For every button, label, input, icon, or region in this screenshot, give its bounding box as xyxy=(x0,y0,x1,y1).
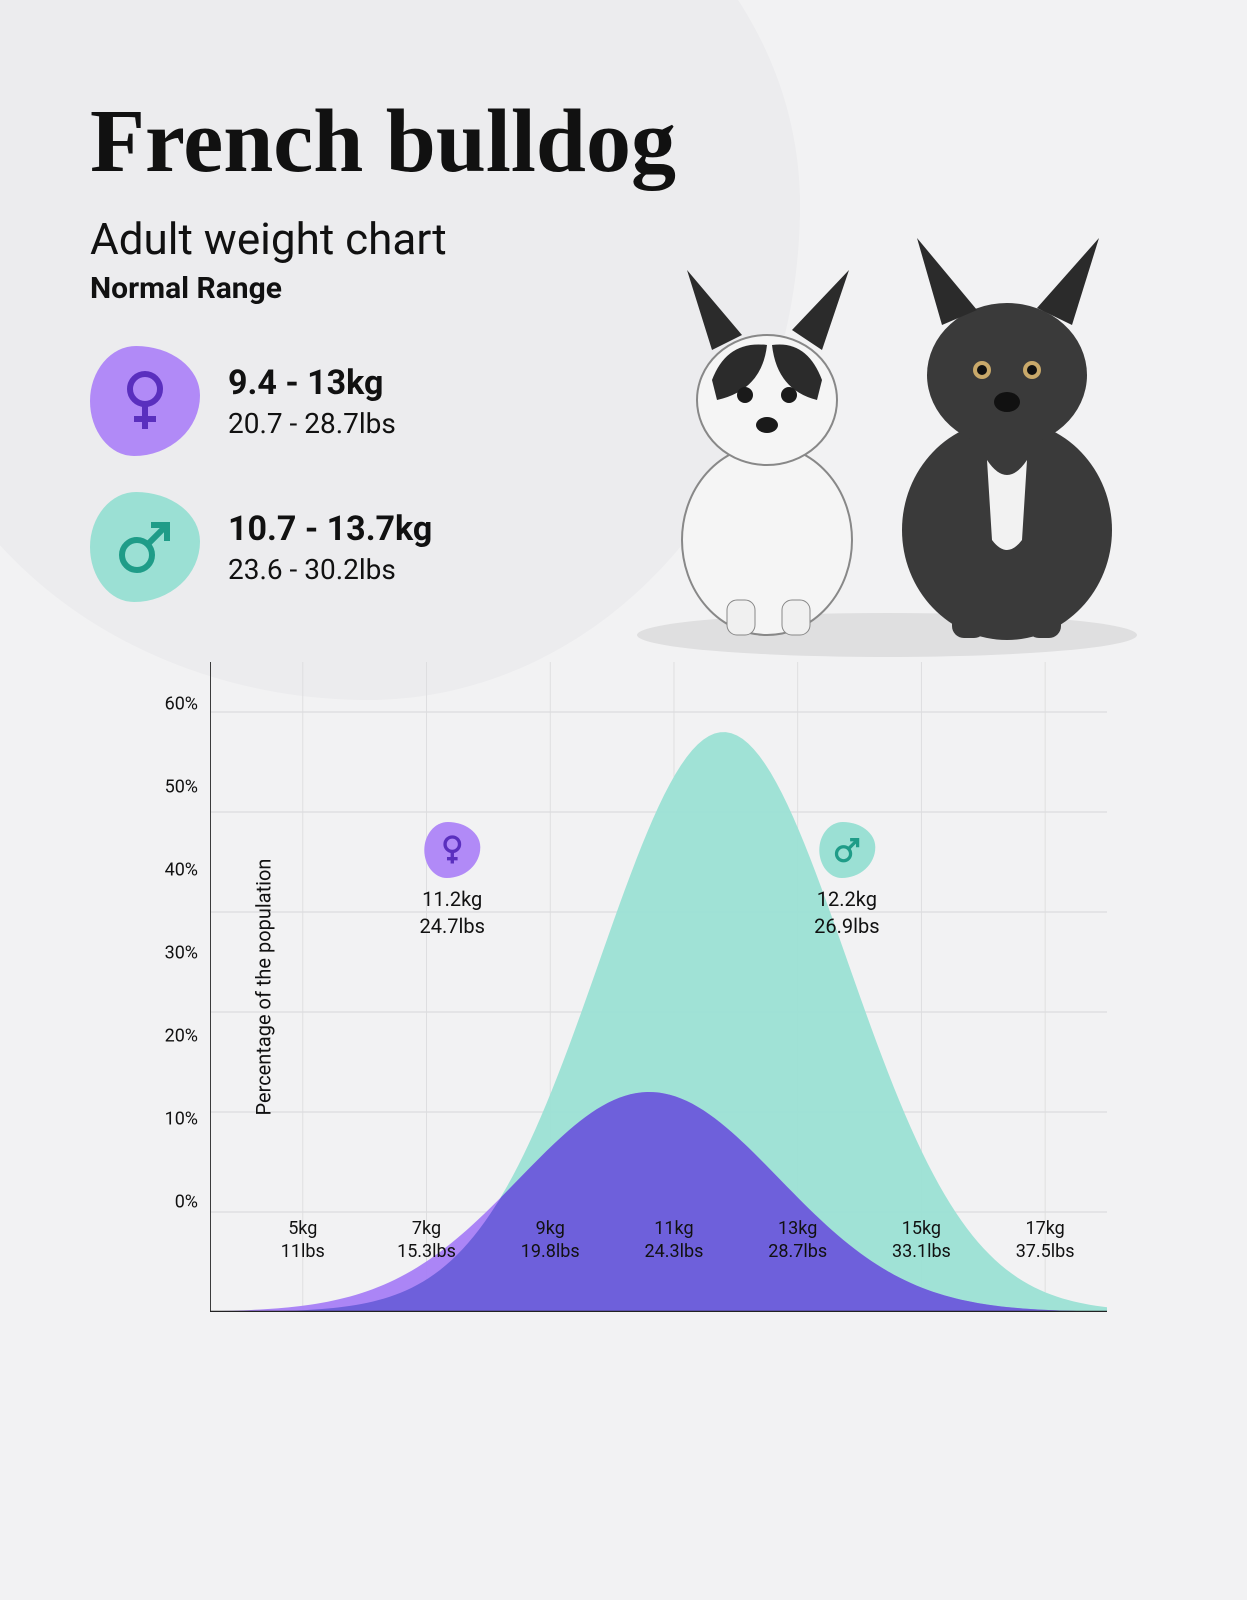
x-tick: 5kg11lbs xyxy=(281,1217,325,1264)
y-tick: 20% xyxy=(165,1025,198,1046)
infographic-content: French bulldog Adult weight chart Normal… xyxy=(0,0,1247,1352)
female-mean-label: 11.2kg 24.7lbs xyxy=(419,886,484,940)
female-mean-marker: 11.2kg 24.7lbs xyxy=(419,822,484,940)
distribution-chart: Percentage of the population 0%10%20%30%… xyxy=(210,662,1107,1312)
male-symbol-icon xyxy=(832,835,862,865)
x-tick: 9kg19.8lbs xyxy=(521,1217,580,1264)
female-range-text: 9.4 - 13kg 20.7 - 28.7lbs xyxy=(228,363,396,440)
x-tick: 11kg24.3lbs xyxy=(645,1217,704,1264)
x-tick: 17kg37.5lbs xyxy=(1016,1217,1075,1264)
male-range-lbs: 23.6 - 30.2lbs xyxy=(228,553,432,586)
male-range-text: 10.7 - 13.7kg 23.6 - 30.2lbs xyxy=(228,509,432,586)
male-mean-kg: 12.2kg xyxy=(814,886,879,913)
female-symbol-icon xyxy=(439,834,465,866)
female-icon-small xyxy=(424,822,480,878)
page-title: French bulldog xyxy=(90,90,1157,193)
y-tick: 60% xyxy=(165,693,198,714)
male-mean-label: 12.2kg 26.9lbs xyxy=(814,886,879,940)
female-symbol-icon xyxy=(118,369,172,433)
female-range-lbs: 20.7 - 28.7lbs xyxy=(228,407,396,440)
female-mean-lbs: 24.7lbs xyxy=(419,913,484,940)
y-tick: 40% xyxy=(165,859,198,880)
y-tick: 30% xyxy=(165,942,198,963)
male-mean-lbs: 26.9lbs xyxy=(814,913,879,940)
male-icon xyxy=(90,492,200,602)
y-tick: 0% xyxy=(175,1192,198,1213)
male-range-kg: 10.7 - 13.7kg xyxy=(228,509,432,549)
y-tick: 10% xyxy=(165,1108,198,1129)
x-tick: 7kg15.3lbs xyxy=(397,1217,456,1264)
y-axis-label: Percentage of the population xyxy=(251,859,275,1116)
x-tick: 15kg33.1lbs xyxy=(892,1217,951,1264)
male-mean-marker: 12.2kg 26.9lbs xyxy=(814,822,879,940)
x-tick: 13kg28.7lbs xyxy=(768,1217,827,1264)
male-symbol-icon xyxy=(113,515,177,579)
female-icon xyxy=(90,346,200,456)
dog-illustration xyxy=(617,230,1157,660)
y-tick: 50% xyxy=(165,776,198,797)
female-mean-kg: 11.2kg xyxy=(419,886,484,913)
female-range-kg: 9.4 - 13kg xyxy=(228,363,396,403)
chart-canvas xyxy=(210,662,1107,1312)
male-icon-small xyxy=(819,822,875,878)
